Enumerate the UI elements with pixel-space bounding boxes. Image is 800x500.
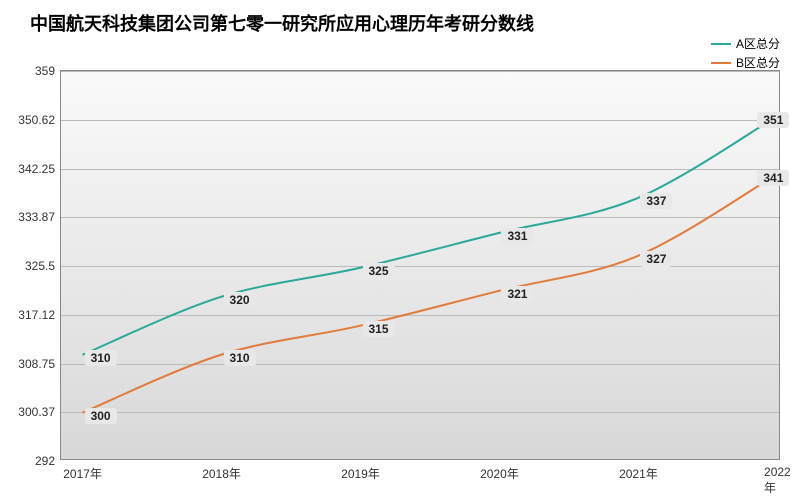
chart-container: 中国航天科技集团公司第七零一研究所应用心理历年考研分数线 A区总分 B区总分 2… <box>0 0 800 500</box>
legend: A区总分 B区总分 <box>711 35 780 73</box>
legend-swatch-b <box>711 62 731 64</box>
data-label: 341 <box>757 170 789 186</box>
legend-item-b: B区总分 <box>711 54 780 71</box>
data-label: 331 <box>501 228 533 244</box>
series-line <box>83 175 776 412</box>
x-axis-label: 2020年 <box>480 459 519 482</box>
x-axis-label: 2019年 <box>341 459 380 482</box>
data-label: 325 <box>363 263 395 279</box>
series-line <box>83 117 776 354</box>
y-axis-label: 342.25 <box>18 162 61 176</box>
plot-area: 292300.37308.75317.12325.5333.87342.2535… <box>60 70 780 460</box>
data-label: 310 <box>224 350 256 366</box>
data-label: 315 <box>363 321 395 337</box>
data-label: 320 <box>224 292 256 308</box>
x-axis-label: 2022年 <box>764 459 791 496</box>
data-label: 310 <box>85 350 117 366</box>
x-axis-label: 2017年 <box>63 459 102 482</box>
y-axis-label: 308.75 <box>18 357 61 371</box>
y-axis-label: 300.37 <box>18 405 61 419</box>
data-label: 321 <box>501 286 533 302</box>
data-label: 351 <box>757 112 789 128</box>
y-axis-label: 292 <box>35 454 61 468</box>
chart-title: 中国航天科技集团公司第七零一研究所应用心理历年考研分数线 <box>30 10 534 36</box>
legend-item-a: A区总分 <box>711 35 780 52</box>
legend-label-b: B区总分 <box>736 54 780 71</box>
y-axis-label: 325.5 <box>25 259 61 273</box>
data-label: 337 <box>640 193 672 209</box>
y-axis-label: 317.12 <box>18 308 61 322</box>
legend-label-a: A区总分 <box>736 35 780 52</box>
x-axis-label: 2018年 <box>202 459 241 482</box>
x-axis-label: 2021年 <box>619 459 658 482</box>
legend-swatch-a <box>711 43 731 45</box>
data-label: 300 <box>85 408 117 424</box>
y-axis-label: 359 <box>35 64 61 78</box>
data-label: 327 <box>640 251 672 267</box>
y-axis-label: 333.87 <box>18 210 61 224</box>
y-axis-label: 350.62 <box>18 113 61 127</box>
